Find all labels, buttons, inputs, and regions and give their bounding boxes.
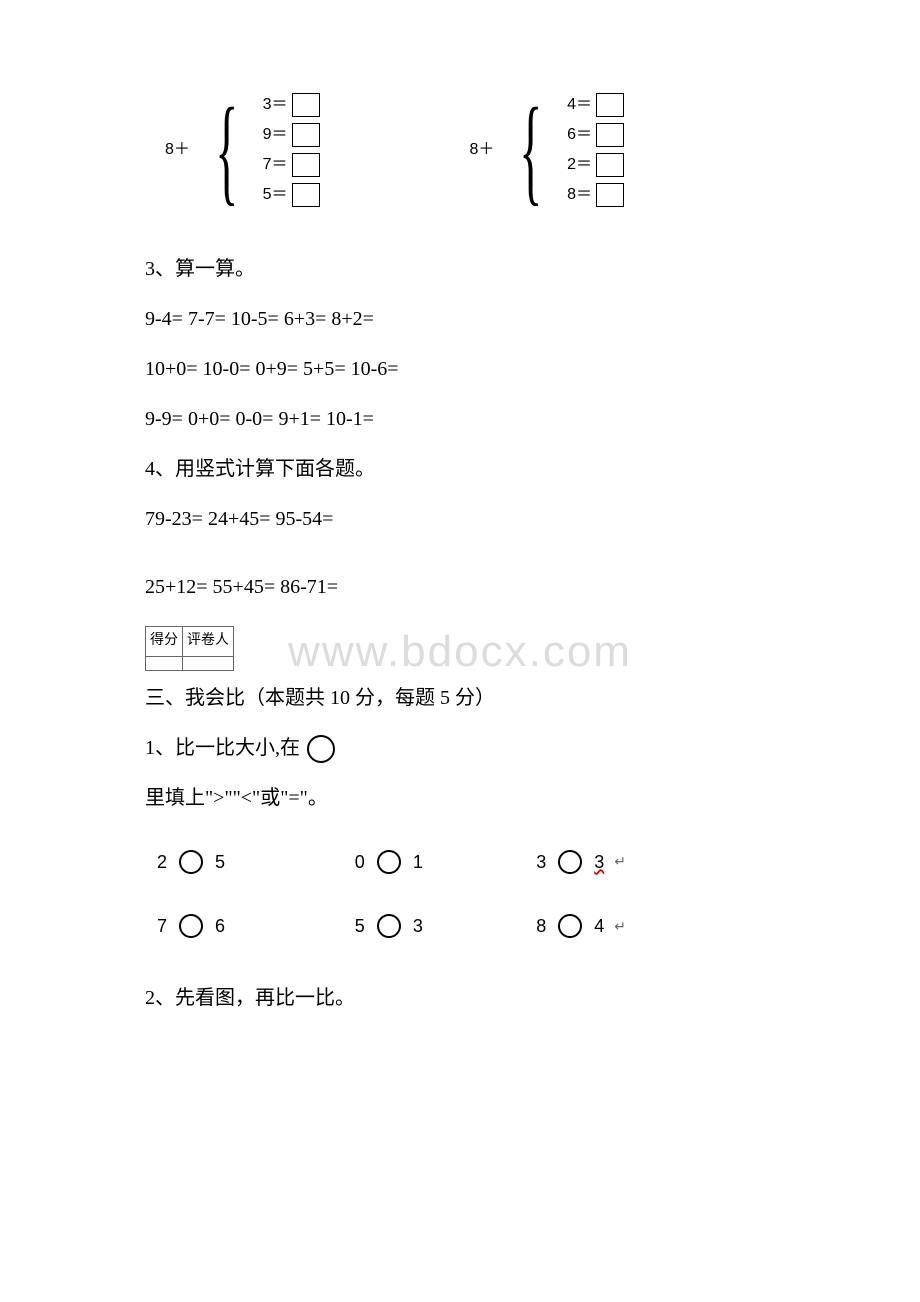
answer-box (596, 153, 624, 177)
circle-icon (377, 914, 401, 938)
score-header-score: 得分 (146, 627, 183, 657)
cmp-a: 8 (536, 909, 546, 943)
return-icon: ↵ (614, 848, 626, 875)
s3-q2: 2、先看图，再比一比。 (145, 979, 775, 1017)
circle-icon (558, 850, 582, 874)
bracket2-prefix: 8＋ (470, 135, 495, 165)
bracket-group-2: 8＋ { 4＝ 6＝ 2＝ 8＝ (470, 90, 625, 210)
cmp-a: 5 (355, 909, 365, 943)
brace-icon: { (215, 96, 238, 204)
score-cell-empty (146, 656, 183, 670)
q3-line1: 9-4= 7-7= 10-5= 6+3= 8+2= (145, 300, 775, 338)
q3-title: 3、算一算。 (145, 250, 775, 288)
answer-box (596, 93, 624, 117)
compare-r2c3: 8 4 ↵ (536, 895, 773, 957)
answer-box (596, 123, 624, 147)
bracket1-items: 3＝ 9＝ 7＝ 5＝ (260, 90, 320, 210)
cmp-a: 0 (355, 845, 365, 879)
answer-box (292, 183, 320, 207)
circle-icon (377, 850, 401, 874)
circle-icon (558, 914, 582, 938)
bracket1-item-1: 9＝ (260, 120, 320, 150)
bracket1-item-2: 7＝ (260, 150, 320, 180)
q4-line2: 25+12= 55+45= 86-71= (145, 568, 775, 606)
cmp-b: 6 (215, 909, 225, 943)
compare-r2c2: 5 3 (355, 895, 534, 957)
cmp-b: 3 (413, 909, 423, 943)
q4-line1: 79-23= 24+45= 95-54= (145, 500, 775, 538)
bracket1-item-3: 5＝ (260, 180, 320, 210)
cmp-a: 3 (536, 845, 546, 879)
answer-box (596, 183, 624, 207)
circle-icon (307, 735, 335, 763)
s3-q1-text-a: 1、比一比大小,在 (145, 737, 300, 759)
compare-r2c1: 7 6 (147, 895, 353, 957)
bracket1-val-3: 5＝ (260, 180, 288, 210)
cmp-b: 4 (594, 909, 604, 943)
bracket2-item-0: 4＝ (564, 90, 624, 120)
marker-cell-empty (183, 656, 234, 670)
q3-line3: 9-9= 0+0= 0-0= 9+1= 10-1= (145, 400, 775, 438)
cmp-a: 7 (157, 909, 167, 943)
bracket1-val-1: 9＝ (260, 120, 288, 150)
bracket2-val-0: 4＝ (564, 90, 592, 120)
compare-table: 2 5 0 1 3 3 ↵ (145, 829, 775, 959)
cmp-b: 3 (594, 845, 604, 879)
answer-box (292, 93, 320, 117)
compare-r1c3: 3 3 ↵ (536, 831, 773, 893)
bracket-group-1: 8＋ { 3＝ 9＝ 7＝ 5＝ (165, 90, 320, 210)
bracket2-val-3: 8＝ (564, 180, 592, 210)
bracket1-val-2: 7＝ (260, 150, 288, 180)
circle-icon (179, 850, 203, 874)
bracket2-val-2: 2＝ (564, 150, 592, 180)
page-content: 8＋ { 3＝ 9＝ 7＝ 5＝ 8＋ { 4＝ 6＝ 2＝ 8＝ 3、算一算。… (145, 90, 775, 1017)
score-header-marker: 评卷人 (183, 627, 234, 657)
bracket1-item-0: 3＝ (260, 90, 320, 120)
answer-box (292, 153, 320, 177)
circle-icon (179, 914, 203, 938)
bracket2-item-1: 6＝ (564, 120, 624, 150)
s3-q1-line2: 里填上">""<"或"="。 (145, 779, 775, 817)
brace-icon: { (520, 96, 543, 204)
bracket2-val-1: 6＝ (564, 120, 592, 150)
q3-line2: 10+0= 10-0= 0+9= 5+5= 10-6= (145, 350, 775, 388)
bracket1-prefix: 8＋ (165, 135, 190, 165)
cmp-a: 2 (157, 845, 167, 879)
bracket2-item-2: 2＝ (564, 150, 624, 180)
bracket1-val-0: 3＝ (260, 90, 288, 120)
cmp-b: 1 (413, 845, 423, 879)
cmp-b: 5 (215, 845, 225, 879)
compare-r1c2: 0 1 (355, 831, 534, 893)
s3-q1-line1: 1、比一比大小,在 (145, 729, 775, 767)
q4-title: 4、用竖式计算下面各题。 (145, 450, 775, 488)
score-table: 得分 评卷人 (145, 626, 234, 671)
bracket2-item-3: 8＝ (564, 180, 624, 210)
section3-title: 三、我会比（本题共 10 分，每题 5 分） (145, 679, 775, 717)
answer-box (292, 123, 320, 147)
return-icon: ↵ (614, 913, 626, 940)
bracket2-items: 4＝ 6＝ 2＝ 8＝ (564, 90, 624, 210)
compare-r1c1: 2 5 (147, 831, 353, 893)
bracket-row: 8＋ { 3＝ 9＝ 7＝ 5＝ 8＋ { 4＝ 6＝ 2＝ 8＝ (145, 90, 775, 210)
